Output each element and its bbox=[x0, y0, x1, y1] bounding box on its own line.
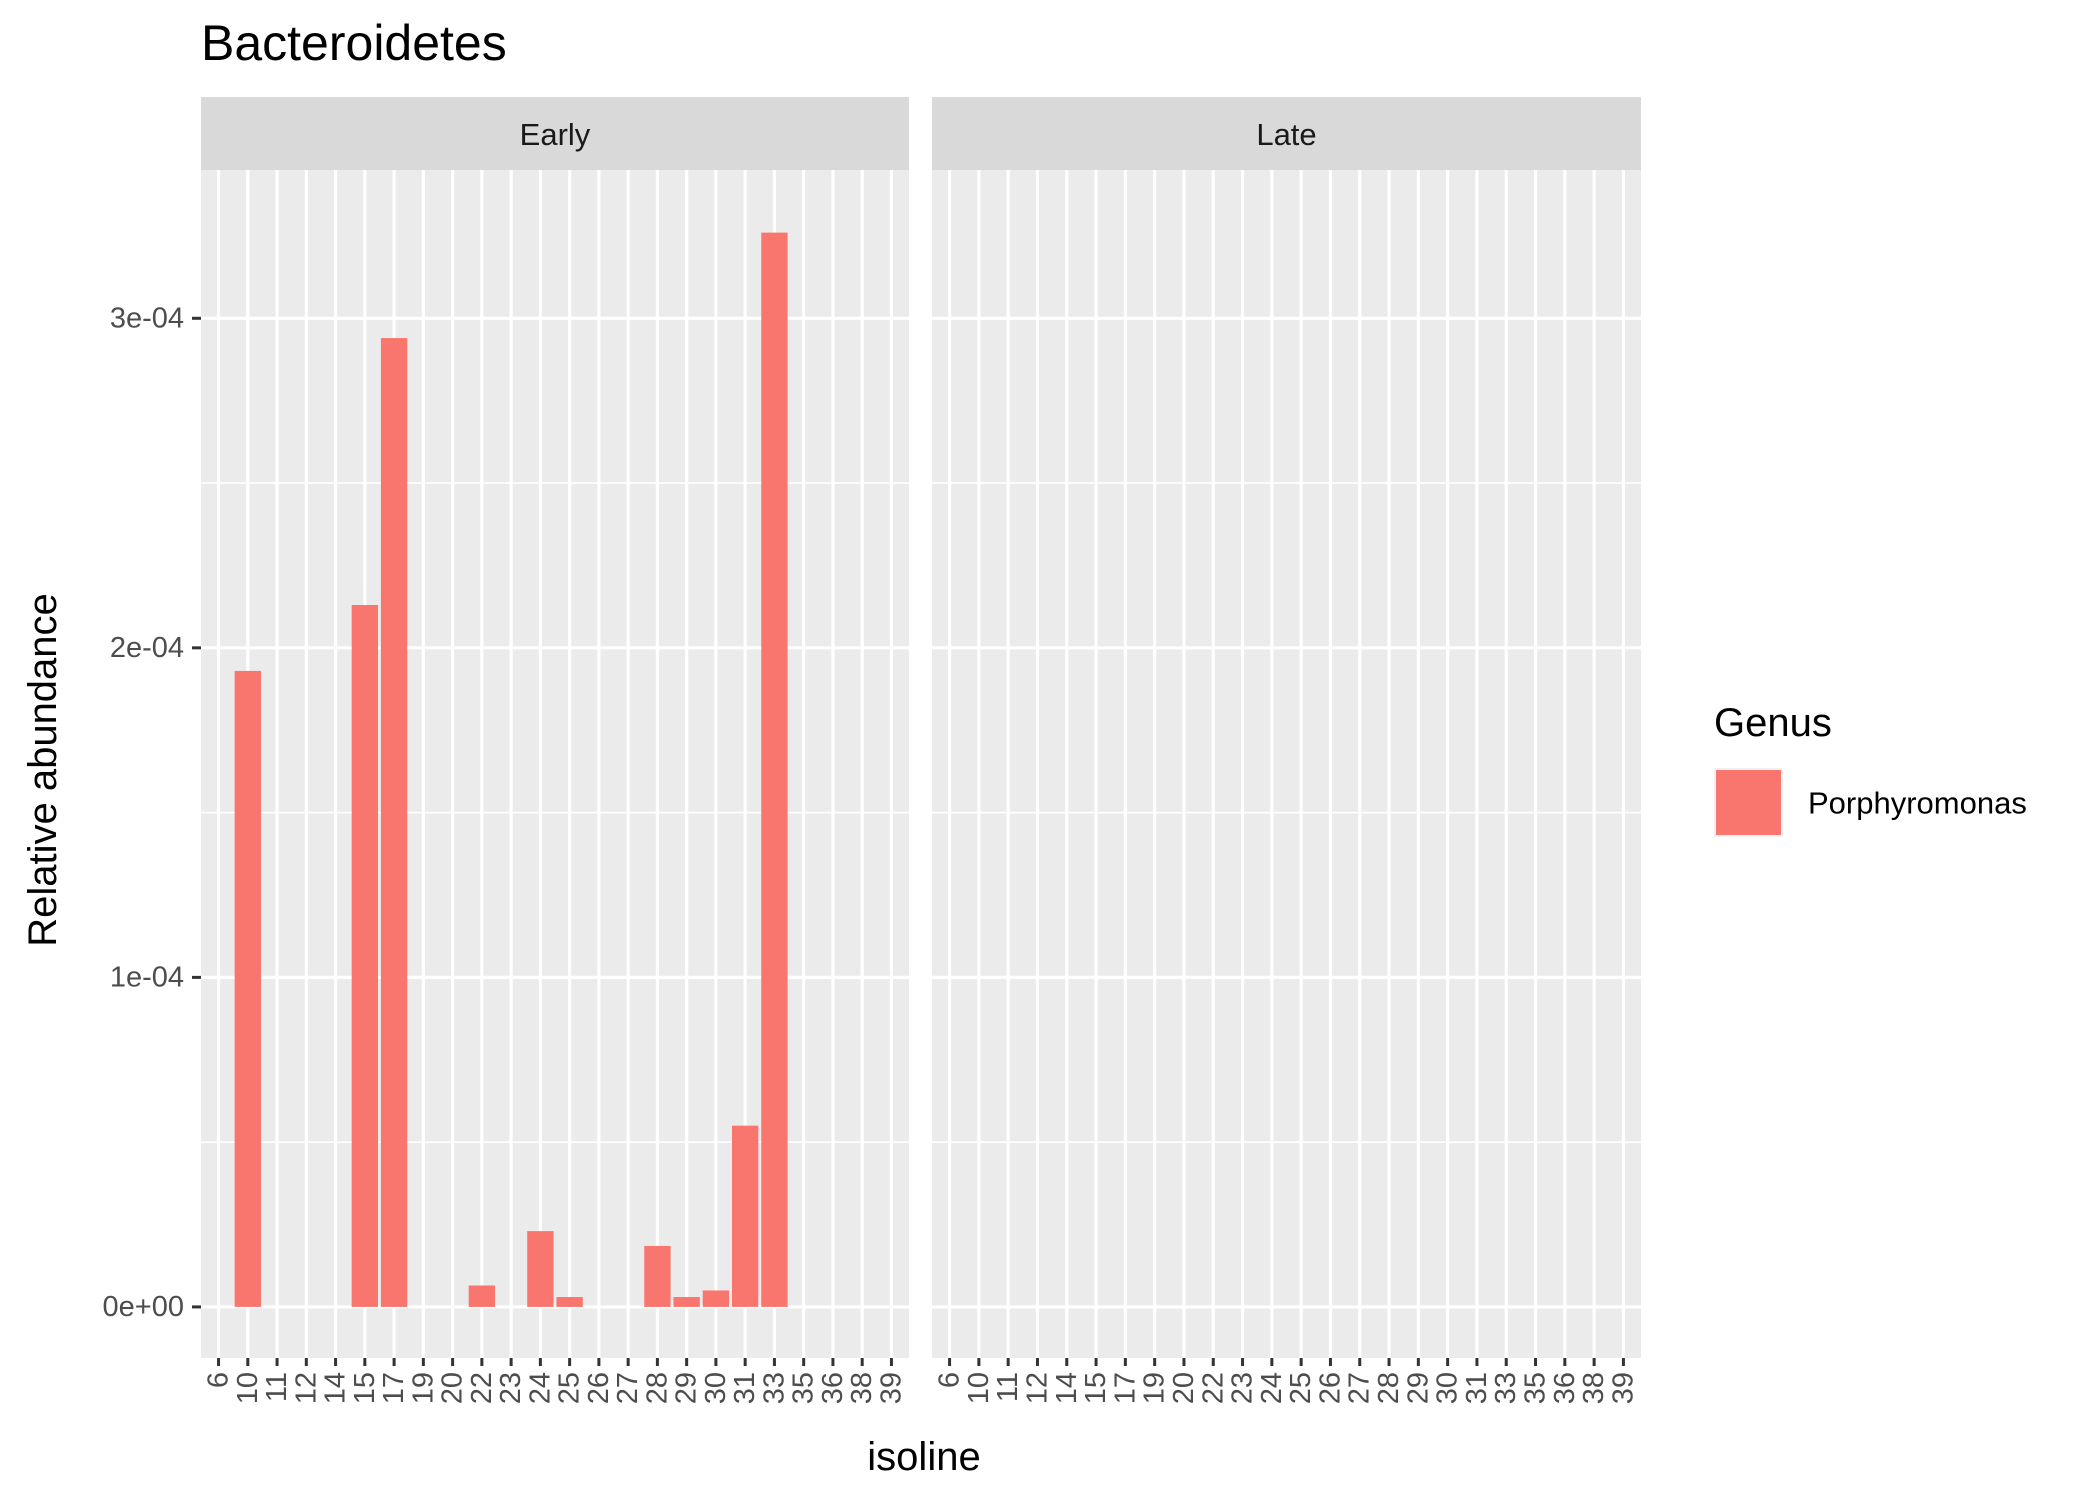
bar-early-15 bbox=[351, 604, 378, 1307]
x-tick-label: 36 bbox=[1549, 1372, 1581, 1404]
panel-background bbox=[201, 170, 909, 1358]
bar-early-25 bbox=[556, 1297, 583, 1307]
x-tick-label: 11 bbox=[992, 1372, 1024, 1402]
x-tick-label: 38 bbox=[846, 1372, 878, 1404]
facet-strip-label: Early bbox=[520, 117, 591, 152]
bar-early-10 bbox=[234, 670, 261, 1307]
x-tick-label: 19 bbox=[1139, 1372, 1171, 1404]
legend-swatch bbox=[1716, 770, 1781, 835]
x-tick-label: 17 bbox=[1109, 1372, 1141, 1404]
x-tick-label: 15 bbox=[349, 1372, 381, 1404]
x-tick-label: 28 bbox=[641, 1372, 673, 1404]
x-tick-label: 30 bbox=[1432, 1372, 1464, 1404]
x-tick-label: 23 bbox=[1227, 1372, 1259, 1404]
bar-early-30 bbox=[702, 1290, 730, 1307]
x-tick-label: 36 bbox=[817, 1372, 849, 1404]
x-tick-label: 27 bbox=[1344, 1372, 1376, 1404]
x-tick-label: 20 bbox=[437, 1372, 469, 1404]
x-tick-label: 17 bbox=[378, 1372, 410, 1404]
x-tick-label: 33 bbox=[1490, 1372, 1522, 1404]
x-tick-label: 39 bbox=[1607, 1372, 1639, 1404]
x-tick-label: 29 bbox=[1402, 1372, 1434, 1404]
x-tick-label: 15 bbox=[1080, 1372, 1112, 1404]
legend-title: Genus bbox=[1714, 701, 1832, 745]
x-tick-label: 31 bbox=[1461, 1372, 1493, 1404]
bar-early-33 bbox=[761, 232, 788, 1307]
x-tick-label: 24 bbox=[1256, 1372, 1288, 1404]
x-tick-label: 29 bbox=[671, 1372, 703, 1404]
bar-early-24 bbox=[527, 1231, 554, 1307]
bar-early-31 bbox=[732, 1125, 759, 1307]
facet-panel-late: Late610111214151719202223242526272829303… bbox=[932, 97, 1641, 1404]
x-tick-label: 26 bbox=[583, 1372, 615, 1404]
x-tick-label: 39 bbox=[875, 1372, 907, 1404]
x-tick-label: 38 bbox=[1578, 1372, 1610, 1404]
x-tick-label: 6 bbox=[934, 1372, 966, 1388]
bar-early-17 bbox=[380, 338, 408, 1307]
x-tick-label: 25 bbox=[554, 1372, 586, 1404]
x-tick-label: 31 bbox=[729, 1372, 761, 1404]
x-tick-label: 27 bbox=[612, 1372, 644, 1404]
x-tick-label: 11 bbox=[261, 1372, 293, 1402]
x-tick-label: 22 bbox=[466, 1372, 498, 1404]
facet-panels: Early61011121415171920222324252627282930… bbox=[103, 97, 1641, 1404]
x-tick-label: 10 bbox=[232, 1372, 264, 1404]
legend-label: Porphyromonas bbox=[1808, 786, 2027, 821]
x-tick-label: 20 bbox=[1168, 1372, 1200, 1404]
x-tick-label: 35 bbox=[788, 1372, 820, 1404]
y-tick-label: 0e+00 bbox=[103, 1291, 184, 1323]
x-tick-label: 12 bbox=[1021, 1372, 1053, 1404]
x-tick-label: 6 bbox=[203, 1372, 235, 1388]
facet-panel-early: Early 61011121415171920222324252627282930… bbox=[201, 97, 909, 1404]
x-tick-label: 30 bbox=[700, 1372, 732, 1404]
bar-early-29 bbox=[673, 1297, 700, 1307]
x-tick-label: 14 bbox=[1051, 1372, 1083, 1404]
x-tick-label: 10 bbox=[963, 1372, 995, 1404]
x-tick-label: 19 bbox=[407, 1372, 439, 1404]
x-axis-label: isoline bbox=[867, 1435, 980, 1479]
x-tick-label: 35 bbox=[1520, 1372, 1552, 1404]
chart-title: Bacteroidetes bbox=[201, 15, 507, 71]
x-tick-label: 23 bbox=[495, 1372, 527, 1404]
panel-background bbox=[932, 170, 1641, 1358]
x-tick-label: 12 bbox=[290, 1372, 322, 1404]
bar-early-22 bbox=[468, 1285, 496, 1307]
legend: Porphyromonas bbox=[1714, 768, 2027, 837]
x-tick-label: 14 bbox=[320, 1372, 352, 1404]
bar-early-28 bbox=[644, 1245, 671, 1307]
x-tick-label: 26 bbox=[1314, 1372, 1346, 1404]
facet-strip bbox=[201, 97, 909, 170]
facet-strip bbox=[932, 97, 1641, 170]
x-tick-label: 28 bbox=[1373, 1372, 1405, 1404]
x-tick-label: 24 bbox=[524, 1372, 556, 1404]
y-tick-label: 3e-04 bbox=[110, 302, 184, 334]
x-tick-label: 33 bbox=[758, 1372, 790, 1404]
y-tick-label: 2e-04 bbox=[110, 632, 184, 664]
y-tick-label: 1e-04 bbox=[110, 961, 184, 993]
y-axis: 0e+00 1e-04 2e-04 3e-04 bbox=[103, 302, 201, 1323]
x-tick-label: 25 bbox=[1285, 1372, 1317, 1404]
facet-strip-label: Late bbox=[1256, 117, 1316, 152]
x-tick-label: 22 bbox=[1197, 1372, 1229, 1404]
y-axis-label: Relative abundance bbox=[21, 593, 65, 947]
